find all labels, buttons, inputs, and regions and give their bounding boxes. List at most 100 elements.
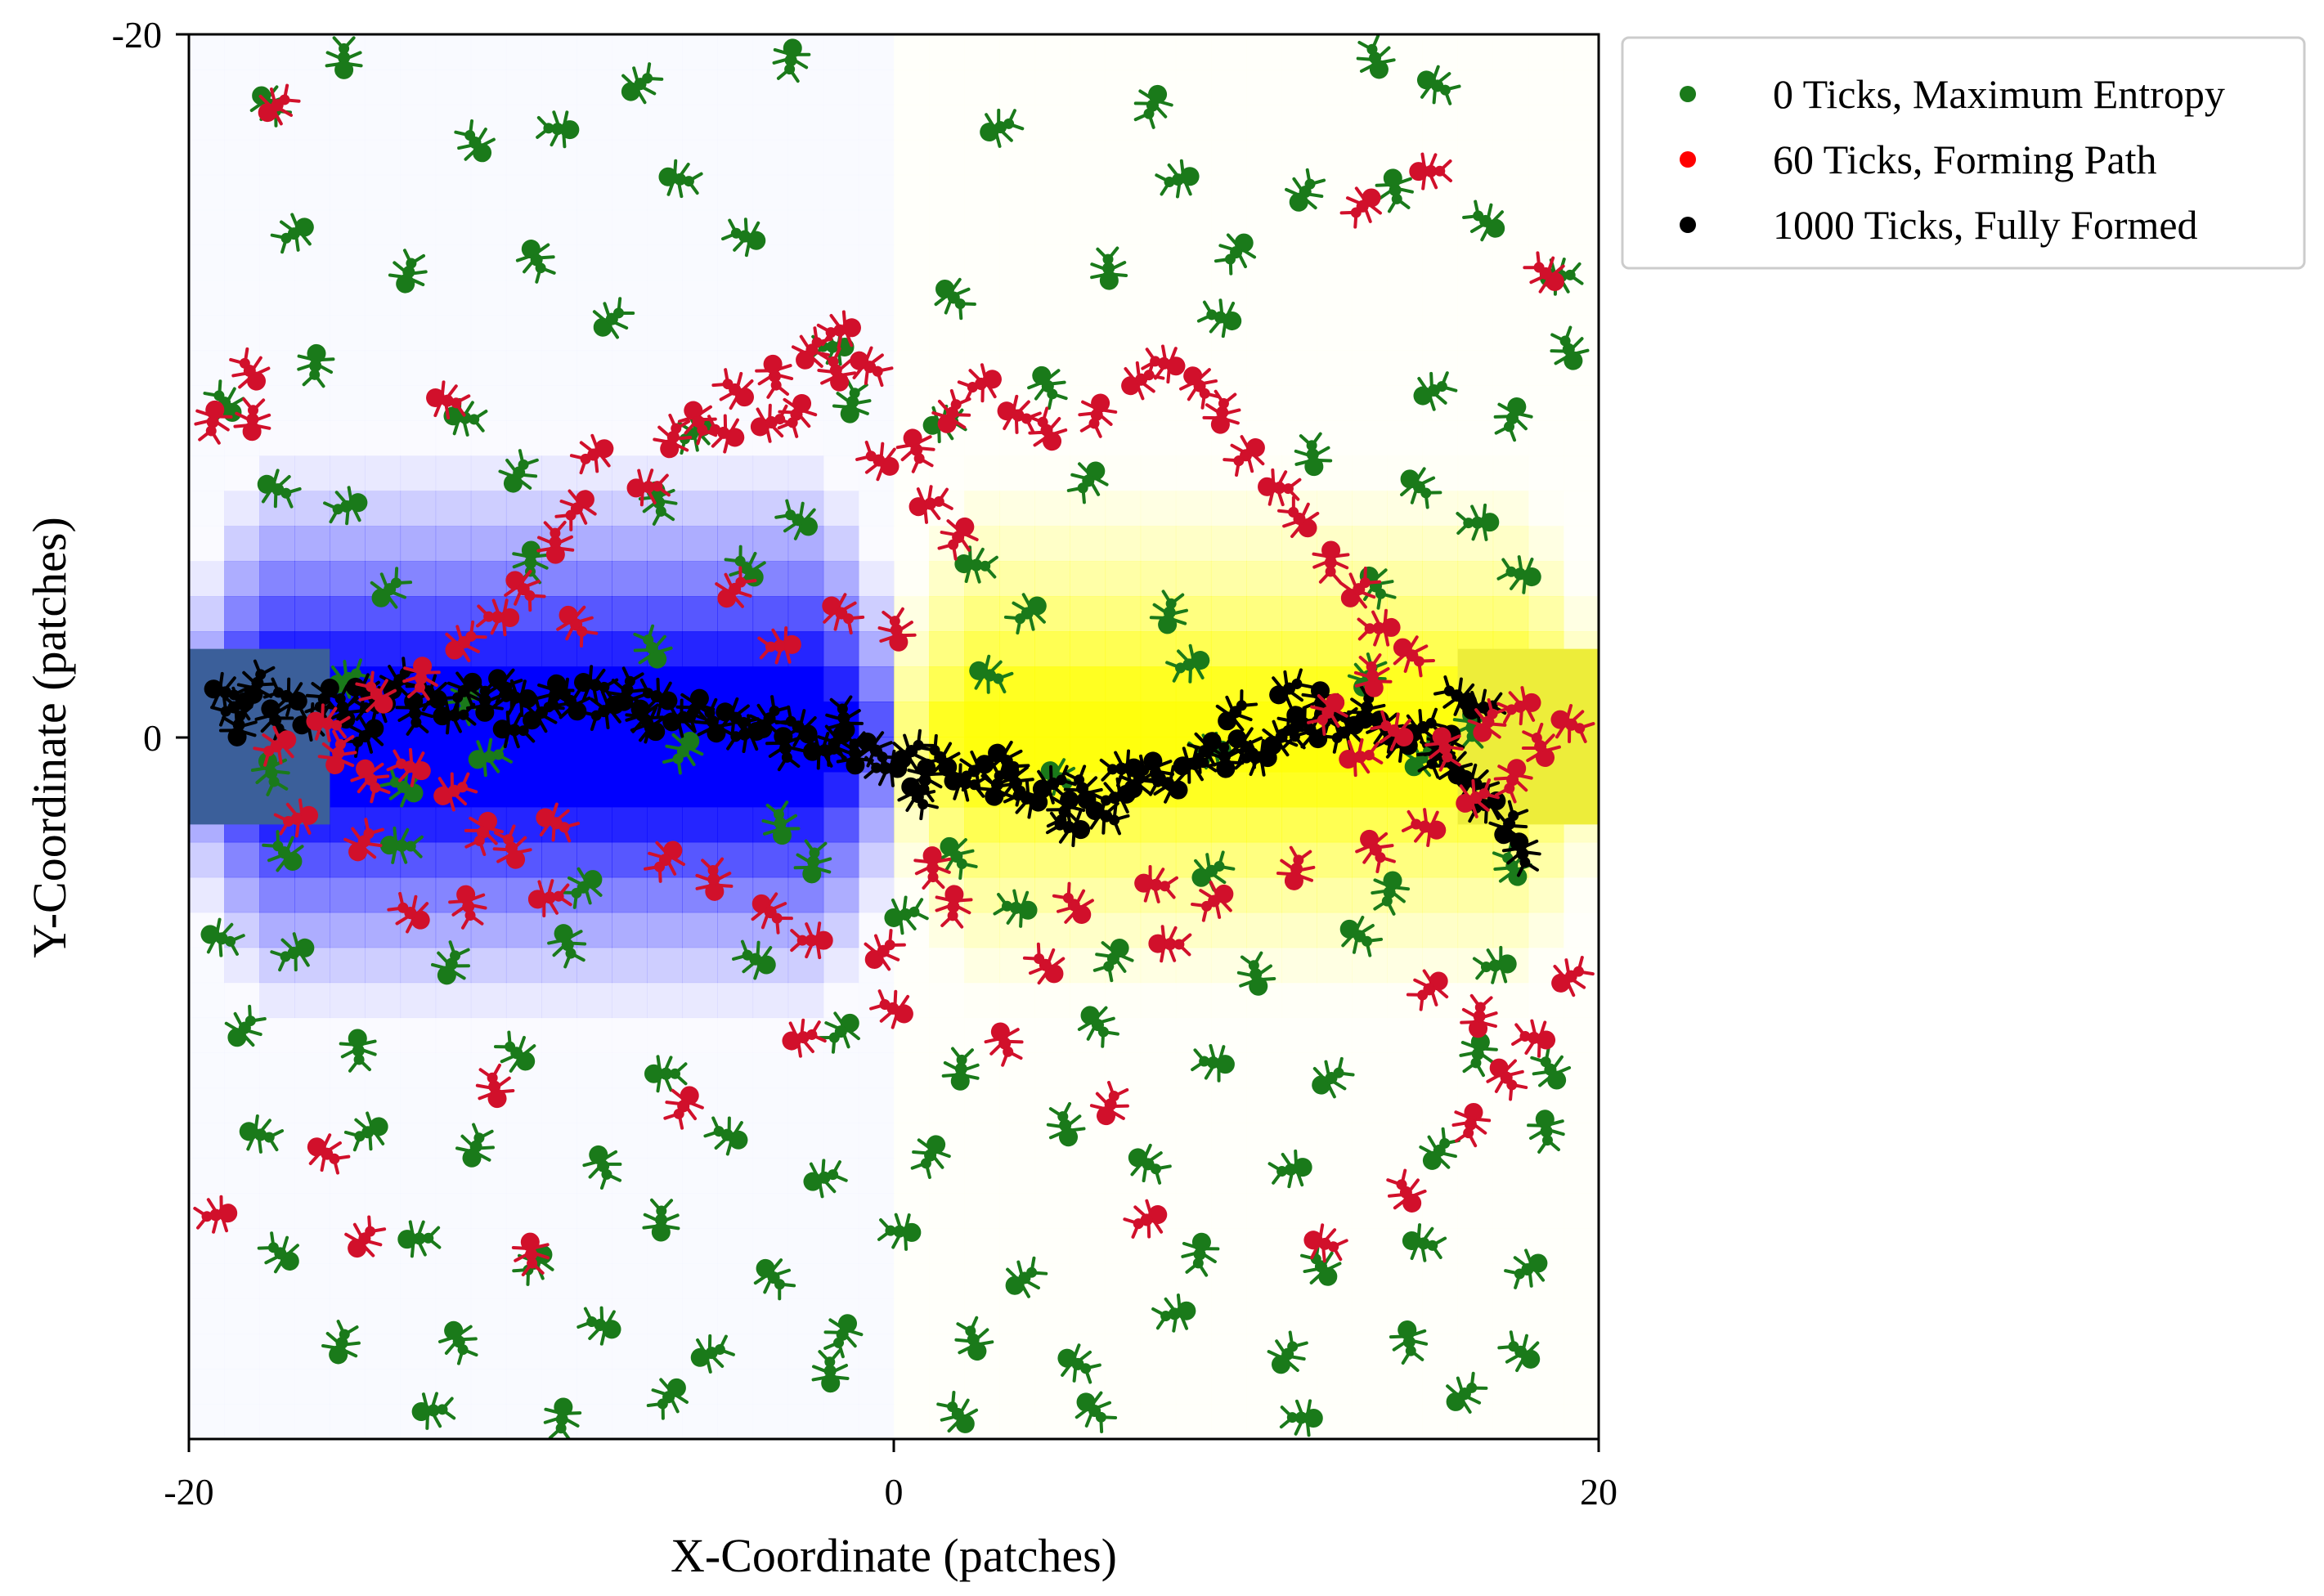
heat-cell — [718, 1018, 754, 1053]
heat-cell — [894, 350, 930, 386]
heat-cell — [1034, 455, 1070, 491]
heat-cell — [1070, 139, 1106, 176]
heat-cell — [1175, 34, 1212, 70]
heat-cell — [1528, 912, 1564, 948]
heat-cell — [1210, 771, 1247, 808]
heat-cell — [1070, 947, 1106, 984]
heat-cell — [224, 34, 260, 70]
heat-cell — [505, 139, 542, 176]
heat-cell — [823, 561, 859, 597]
heat-cell — [400, 104, 437, 141]
heat-cell — [259, 561, 295, 597]
heat-cell — [189, 1017, 225, 1054]
heat-cell — [1105, 420, 1142, 456]
heat-cell — [189, 139, 225, 176]
heat-cell — [1070, 1228, 1106, 1264]
heat-cell — [330, 1369, 366, 1405]
heat-cell — [435, 1087, 472, 1123]
heat-cell — [787, 666, 824, 702]
heat-cell — [1457, 841, 1494, 878]
heat-cell — [1105, 666, 1142, 702]
heat-cell — [999, 139, 1035, 176]
heat-cell — [224, 491, 260, 527]
heat-cell — [259, 174, 295, 211]
heat-cell — [1246, 104, 1282, 141]
heat-cell — [1457, 420, 1494, 456]
heat-cell — [1387, 947, 1423, 984]
heat-cell — [1317, 244, 1353, 281]
heat-cell — [1034, 1263, 1070, 1299]
heat-cell — [1246, 1158, 1282, 1194]
heat-cell — [189, 526, 225, 561]
heat-cell — [717, 666, 754, 702]
heat-cell — [682, 982, 718, 1019]
heat-cell — [1246, 1193, 1282, 1229]
heat-cell — [647, 912, 683, 948]
legend-marker — [1680, 151, 1696, 168]
heat-cell — [1563, 1334, 1599, 1370]
heat-cell — [1211, 983, 1247, 1018]
heat-cell — [577, 350, 612, 386]
heat-cell — [400, 350, 437, 386]
heat-cell — [717, 139, 754, 176]
heat-cell — [823, 983, 859, 1018]
heat-cell — [1070, 209, 1106, 246]
heat-cell — [1034, 244, 1070, 281]
heat-cell — [1387, 1263, 1423, 1299]
heat-cell — [259, 1193, 295, 1229]
heat-cell — [224, 526, 260, 562]
heat-cell — [682, 526, 718, 562]
heat-cell — [1493, 455, 1529, 491]
heat-cell — [294, 1087, 330, 1123]
heat-cell — [400, 34, 437, 70]
heat-cell — [1422, 315, 1459, 352]
heat-cell — [1492, 596, 1529, 632]
heat-cell — [787, 982, 824, 1019]
heat-cell — [505, 69, 542, 105]
heat-cell — [717, 526, 754, 562]
heat-cell — [259, 1158, 295, 1194]
heat-cell — [1352, 771, 1388, 808]
heat-cell — [1352, 1158, 1388, 1194]
heat-cell — [541, 1087, 577, 1123]
heat-cell — [1246, 174, 1282, 211]
heat-cell — [189, 982, 225, 1019]
heat-cell — [1140, 702, 1177, 737]
heat-cell — [1528, 455, 1564, 491]
heat-cell — [189, 174, 225, 211]
heat-cell — [1034, 702, 1070, 737]
heat-cell — [647, 1263, 683, 1299]
heat-cell — [894, 385, 930, 421]
heat-cell — [1246, 69, 1282, 105]
heat-cell — [787, 139, 824, 176]
heat-cell — [400, 526, 437, 562]
heat-cell — [294, 876, 330, 913]
heat-cell — [964, 841, 1000, 878]
heat-cell — [894, 174, 930, 211]
heat-cell — [259, 876, 295, 913]
heat-cell — [1492, 912, 1529, 948]
heat-cell — [294, 1052, 330, 1088]
heat-cell — [400, 69, 437, 105]
heat-cell — [436, 1018, 472, 1053]
heat-cell — [787, 771, 824, 808]
legend-marker — [1680, 86, 1696, 102]
heat-cell — [1564, 561, 1599, 596]
heat-cell — [1210, 491, 1247, 527]
heat-cell — [1246, 596, 1282, 632]
heat-cell — [1034, 174, 1070, 211]
heat-cell — [1492, 1298, 1529, 1334]
heat-cell — [1034, 983, 1070, 1018]
heat-cell — [929, 1087, 965, 1123]
heat-cell — [682, 244, 718, 281]
heat-cell — [787, 174, 824, 211]
heat-cell — [1492, 1369, 1529, 1405]
heat-cell — [1281, 1087, 1317, 1123]
heat-cell — [1210, 1298, 1247, 1334]
heat-cell — [682, 596, 718, 632]
heat-cell — [1141, 983, 1177, 1018]
heat-cell — [224, 983, 260, 1018]
heat-cell — [894, 806, 930, 843]
heat-cell — [541, 69, 577, 105]
heat-cell — [1246, 385, 1282, 421]
